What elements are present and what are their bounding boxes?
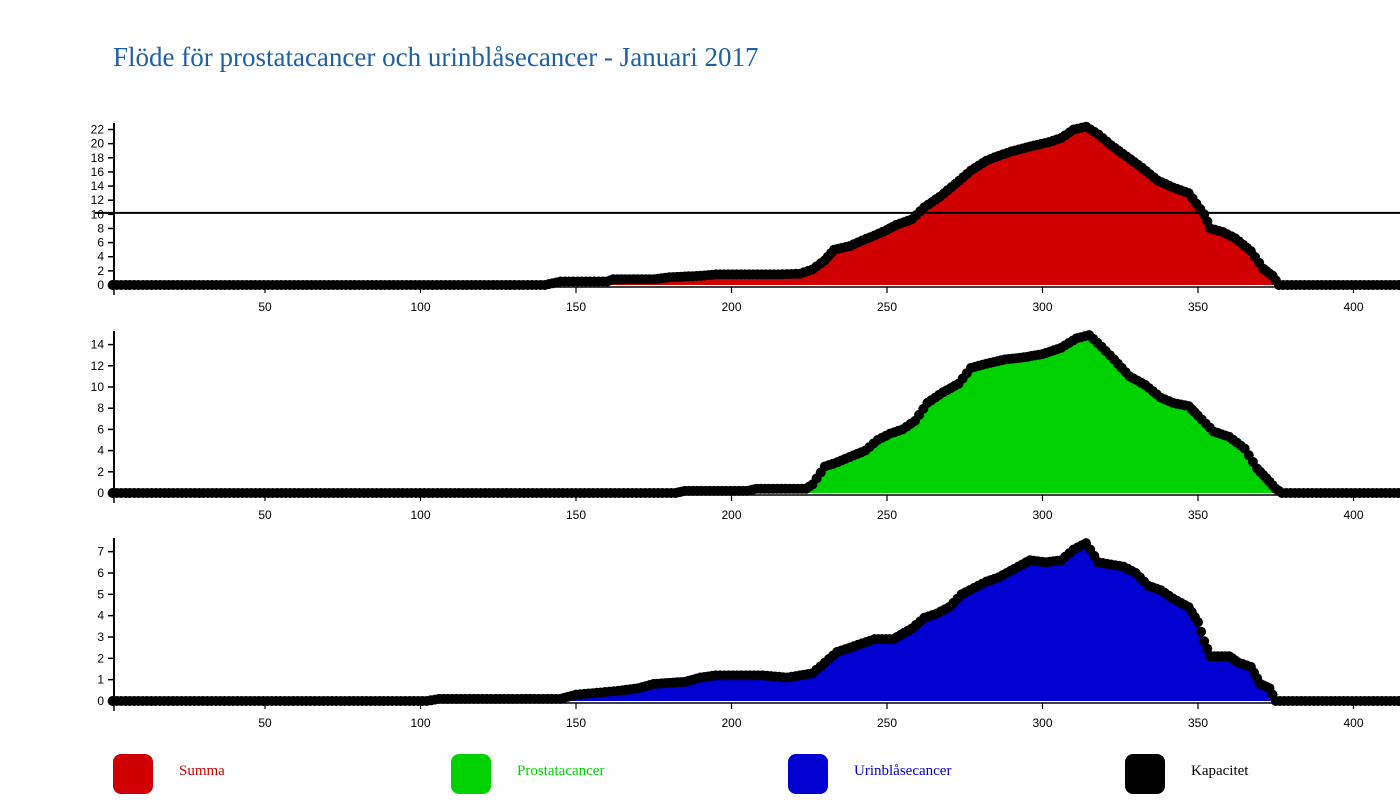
- x-tick-label: 400: [1343, 716, 1363, 730]
- x-tick-label: 350: [1188, 716, 1208, 730]
- chart-panel-3: 0 1 2 3 4 5 6 7 50 100 150 200 250 300 350 400: [97, 538, 1400, 730]
- y-tick-label: 7: [97, 545, 104, 559]
- y-tick-label: 12: [91, 359, 105, 373]
- y-tick-label: 6: [97, 422, 104, 436]
- x-tick-label: 100: [410, 716, 430, 730]
- data-point: [1202, 643, 1213, 654]
- x-tick-label: 300: [1032, 716, 1052, 730]
- legend-swatch-3: [788, 754, 828, 794]
- x-tick-label: 250: [877, 508, 897, 522]
- chart-panel-2: 0 2 4 6 8 10 12 14 50 100 150 200 250 300 350 400: [91, 330, 1400, 522]
- legend-label-1: Summa: [179, 763, 225, 779]
- y-tick-label: 10: [91, 207, 105, 221]
- y-tick-label: 2: [97, 651, 104, 665]
- y-tick-label: 16: [91, 165, 105, 179]
- legend-label-4: Kapacitet: [1191, 763, 1249, 779]
- x-tick-label: 100: [410, 508, 430, 522]
- y-tick-label: 2: [97, 264, 104, 278]
- y-tick-label: 10: [91, 380, 105, 394]
- y-tick-label: 14: [91, 338, 105, 352]
- series-area-summa: [112, 126, 1400, 285]
- y-tick-label: 4: [97, 444, 104, 458]
- y-tick-label: 6: [97, 566, 104, 580]
- x-tick-label: 300: [1032, 508, 1052, 522]
- x-tick-label: 350: [1188, 300, 1208, 314]
- legend-label-3: Urinblåsecancer: [854, 763, 951, 779]
- data-point: [1193, 617, 1203, 628]
- x-tick-label: 50: [258, 300, 272, 314]
- y-tick-label: 1: [97, 673, 104, 687]
- y-tick-label: 8: [97, 401, 104, 415]
- legend-label-2: Prostatacancer: [517, 763, 604, 779]
- y-tick-label: 14: [91, 179, 105, 193]
- chart-title: Flöde för prostatacancer och urinblåseca…: [113, 42, 759, 72]
- x-tick-label: 50: [258, 508, 272, 522]
- series-area-urinblasa: [112, 543, 1400, 701]
- x-tick-label: 50: [258, 716, 272, 730]
- x-tick-label: 250: [877, 300, 897, 314]
- legend: Summa Prostatacancer Urinblåsecancer Kapaci…: [113, 754, 1249, 794]
- legend-swatch-2: [451, 754, 491, 794]
- y-tick-label: 22: [91, 123, 105, 137]
- x-tick-label: 200: [721, 716, 741, 730]
- data-point: [1196, 626, 1207, 637]
- y-tick-label: 0: [97, 278, 104, 292]
- x-tick-label: 200: [721, 508, 741, 522]
- x-tick-label: 200: [721, 300, 741, 314]
- y-tick-label: 2: [97, 465, 104, 479]
- legend-swatch-1: [113, 754, 153, 794]
- y-tick-label: 0: [97, 694, 104, 708]
- x-tick-label: 100: [410, 300, 430, 314]
- series-area-prostata: [112, 335, 1400, 493]
- y-tick-label: 4: [97, 609, 104, 623]
- y-tick-label: 6: [97, 236, 104, 250]
- y-tick-label: 12: [91, 193, 105, 207]
- y-tick-label: 18: [91, 151, 105, 165]
- x-tick-label: 400: [1343, 508, 1363, 522]
- y-tick-label: 8: [97, 221, 104, 235]
- legend-swatch-4: [1125, 754, 1165, 794]
- x-tick-label: 300: [1032, 300, 1052, 314]
- y-tick-label: 4: [97, 250, 104, 264]
- x-tick-label: 400: [1343, 300, 1363, 314]
- x-tick-label: 250: [877, 716, 897, 730]
- y-tick-label: 20: [91, 137, 105, 151]
- x-tick-label: 350: [1188, 508, 1208, 522]
- x-tick-label: 150: [566, 508, 586, 522]
- y-tick-label: 0: [97, 486, 104, 500]
- x-tick-label: 150: [566, 716, 586, 730]
- x-tick-label: 150: [566, 300, 586, 314]
- y-tick-label: 5: [97, 587, 104, 601]
- y-tick-label: 3: [97, 630, 104, 644]
